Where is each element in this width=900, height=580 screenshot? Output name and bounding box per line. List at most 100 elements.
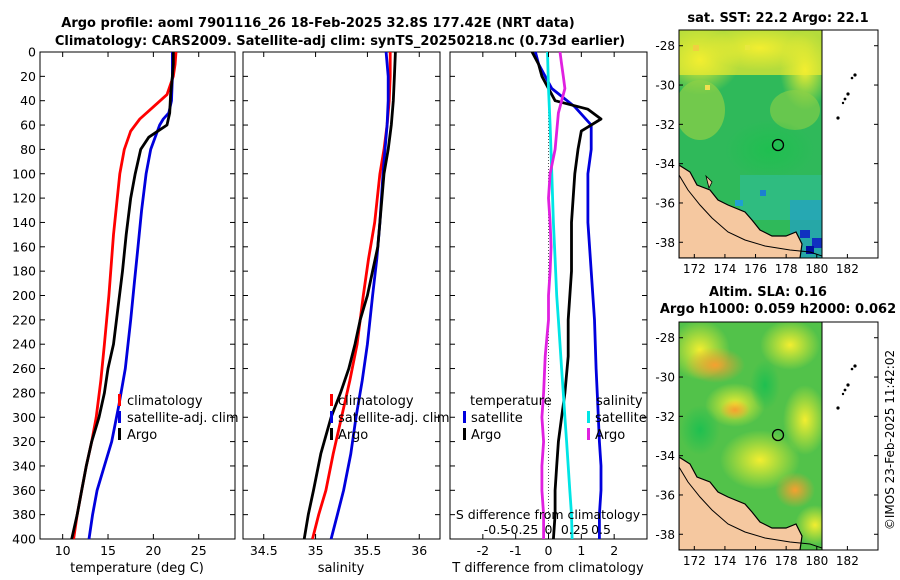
map-y-tick-label: -32	[655, 118, 675, 132]
y-tick-label: 120	[12, 191, 36, 206]
series-argo	[302, 51, 397, 540]
legend-swatch-argo	[330, 428, 333, 440]
legend-heading-salinity: salinity	[596, 394, 643, 409]
legend-swatch-s-argo	[587, 428, 590, 440]
figure-title-line1: Argo profile: aoml 7901116_26 18-Feb-202…	[61, 16, 574, 31]
map-y-tick-label: -38	[655, 528, 675, 542]
y-tick-label: 260	[12, 361, 36, 376]
legend-swatch-t-satellite	[463, 411, 466, 423]
x-tick-label: 35	[308, 543, 324, 558]
map-y-tick-label: -36	[655, 196, 675, 210]
temperature-legend: climatology satellite-adj. clim Argo	[118, 394, 239, 443]
sla-map-title: Altim. SLA: 0.16	[709, 285, 827, 300]
y-tick-label: 400	[12, 532, 36, 547]
map-x-tick-label: 180	[805, 262, 828, 276]
legend-swatch-s-satellite	[587, 411, 590, 423]
legend-swatch-satellite	[330, 411, 333, 423]
map-y-tick-label: -32	[655, 410, 675, 424]
legend-label-s-argo: Argo	[595, 428, 625, 443]
sst-map-beyond-data	[821, 29, 879, 259]
series-climatology	[311, 52, 392, 540]
map-x-tick-label: 176	[744, 554, 767, 568]
y-tick-label: 340	[12, 458, 36, 473]
axis-layer: 10 15 20 2502040608010012014016018020022024…	[12, 45, 647, 558]
map-y-tick-label: -30	[655, 371, 675, 385]
sla-map-axes: 172 174 176 178 180 182 -28 -30 -32 -34 -36 -38	[655, 331, 878, 568]
map-x-tick-label: 174	[713, 554, 736, 568]
y-tick-label: 320	[12, 434, 36, 449]
map-y-tick-label: -36	[655, 488, 675, 502]
legend-label-t-satellite: satellite	[471, 411, 523, 426]
series-satellite-adj-clim	[87, 52, 174, 540]
map-x-tick-label: 178	[775, 262, 798, 276]
legend-label-argo: Argo	[127, 428, 157, 443]
sst-map-image	[679, 30, 822, 258]
map-y-tick-label: -28	[655, 331, 675, 345]
imos-watermark: ©IMOS 23-Feb-2025 11:42:02	[883, 350, 897, 530]
x-tick-label: -1	[509, 543, 521, 558]
s-diff-tick-label: 0.25	[561, 522, 589, 537]
difference-legend: temperature satellite Argo salinity sate…	[463, 394, 647, 443]
x-tick-label: 25	[191, 543, 207, 558]
y-tick-label: 300	[12, 410, 36, 425]
legend-label-satellite: satellite-adj. clim	[127, 411, 239, 426]
salinity-xlabel: salinity	[318, 561, 365, 576]
series-s-argo	[540, 51, 567, 539]
x-tick-label: 15	[100, 543, 116, 558]
figure-title-line2: Climatology: CARS2009. Satellite-adj cli…	[55, 34, 625, 49]
s-difference-xlabel: S difference from climatology	[456, 507, 641, 522]
y-tick-label: 160	[12, 239, 36, 254]
y-tick-label: 200	[12, 288, 36, 303]
salinity-panel-frame	[242, 51, 441, 540]
x-tick-label: 1	[577, 543, 585, 558]
legend-swatch-t-argo	[463, 428, 466, 440]
temperature-panel-frame	[39, 51, 236, 540]
y-tick-label: 280	[12, 385, 36, 400]
y-tick-label: 380	[12, 507, 36, 522]
legend-label-argo: Argo	[338, 428, 368, 443]
map-x-tick-label: 176	[744, 262, 767, 276]
sst-map-axes: 172 174 176 178 180 182 -28 -30 -32 -34 -36 -38	[655, 39, 878, 276]
map-y-tick-label: -38	[655, 236, 675, 250]
legend-swatch-climatology	[330, 394, 333, 406]
y-tick-label: 100	[12, 166, 36, 181]
map-y-tick-label: -34	[655, 449, 675, 463]
s-diff-tick-label: -0.5	[484, 522, 508, 537]
legend-label-climatology: climatology	[127, 394, 203, 409]
legend-label-s-satellite: satellite	[595, 411, 647, 426]
x-tick-label: 0	[545, 543, 553, 558]
legend-swatch-satellite	[118, 411, 121, 423]
y-tick-label: 80	[20, 142, 36, 157]
y-tick-label: 0	[28, 45, 36, 60]
t-difference-xlabel: T difference from climatology	[451, 561, 644, 576]
y-tick-label: 20	[20, 69, 36, 84]
map-x-tick-label: 172	[683, 262, 706, 276]
sst-map-islands	[836, 73, 857, 120]
series-s-satellite	[546, 51, 574, 540]
x-tick-label: -2	[477, 543, 489, 558]
y-tick-label: 360	[12, 483, 36, 498]
legend-label-climatology: climatology	[338, 394, 414, 409]
series-argo	[70, 52, 175, 540]
sla-map-image	[679, 322, 822, 550]
series-layer	[70, 51, 603, 540]
sst-map-title: sat. SST: 22.2 Argo: 22.1	[687, 11, 868, 26]
map-x-tick-label: 178	[775, 554, 798, 568]
y-tick-label: 220	[12, 312, 36, 327]
map-x-tick-label: 180	[805, 554, 828, 568]
sla-map-islands	[836, 364, 857, 410]
s-diff-tick-label: -0.25	[506, 522, 538, 537]
map-y-tick-label: -30	[655, 79, 675, 93]
s-diff-tick-label: 0	[545, 522, 553, 537]
legend-label-satellite: satellite-adj. clim	[338, 411, 450, 426]
map-x-tick-label: 182	[836, 554, 859, 568]
legend-heading-temperature: temperature	[470, 394, 552, 409]
legend-swatch-argo	[118, 428, 121, 440]
map-x-tick-label: 172	[683, 554, 706, 568]
legend-label-t-argo: Argo	[471, 428, 501, 443]
legend-swatch-climatology	[118, 394, 121, 406]
y-tick-label: 60	[20, 118, 36, 133]
sla-map-beyond-data	[821, 321, 879, 551]
x-tick-label: 2	[610, 543, 618, 558]
